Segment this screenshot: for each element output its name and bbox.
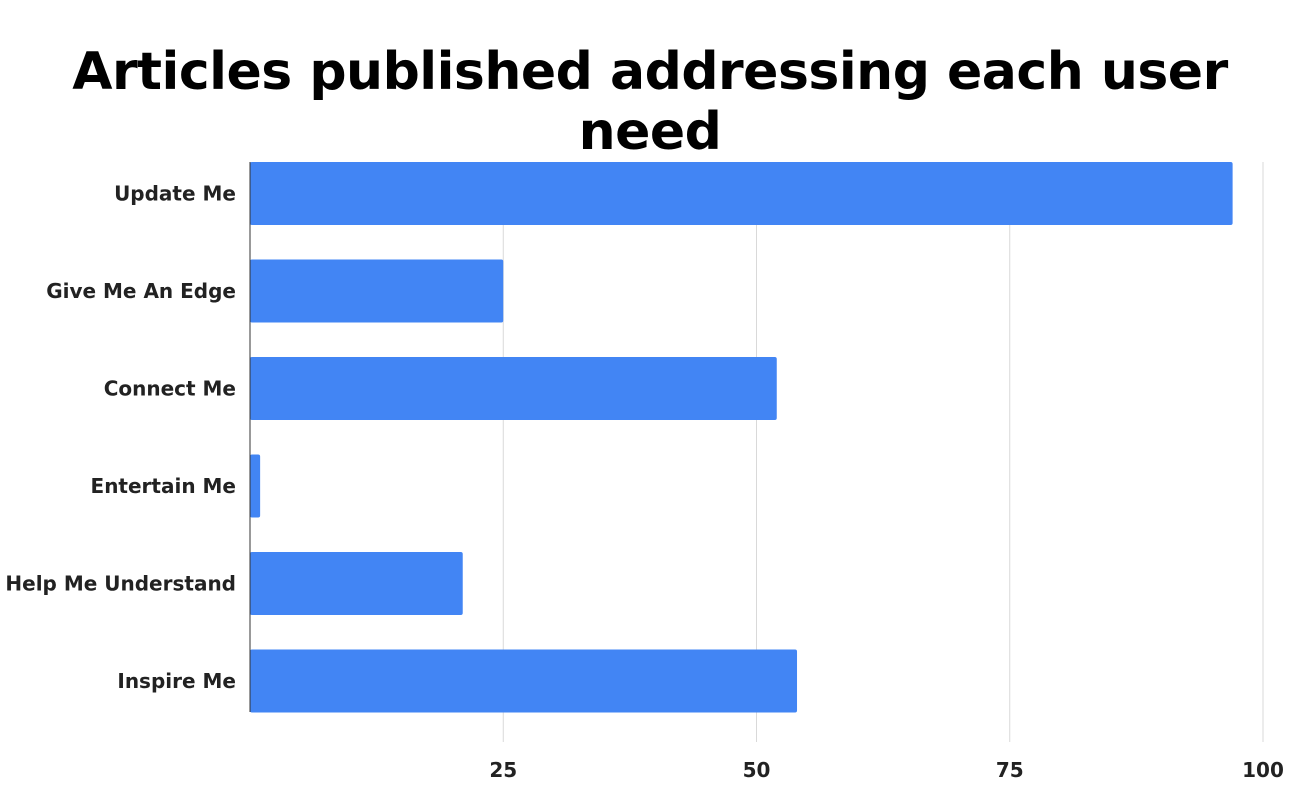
x-tick-label: 25 <box>489 758 517 782</box>
category-labels: Update Me Give Me An Edge Connect Me Entert… <box>5 182 236 694</box>
category-label: Update Me <box>114 182 236 206</box>
x-tick-label: 50 <box>743 758 771 782</box>
chart-title: Articles published addressing each user … <box>72 42 1228 162</box>
x-tick-labels: 25 50 75 100 <box>489 758 1284 782</box>
bar <box>250 649 798 713</box>
category-label: Give Me An Edge <box>46 279 236 303</box>
bar <box>250 357 777 420</box>
category-label: Entertain Me <box>91 474 236 498</box>
bar <box>250 162 1233 225</box>
bar <box>250 552 463 615</box>
bar <box>250 454 261 518</box>
x-tick-label: 100 <box>1242 758 1284 782</box>
x-tick-label: 75 <box>996 758 1024 782</box>
category-label: Connect Me <box>104 377 236 401</box>
category-label: Help Me Understand <box>5 572 236 596</box>
gridlines <box>502 162 1264 742</box>
category-label: Inspire Me <box>117 669 236 693</box>
bars <box>250 162 1233 713</box>
bar <box>250 259 504 323</box>
